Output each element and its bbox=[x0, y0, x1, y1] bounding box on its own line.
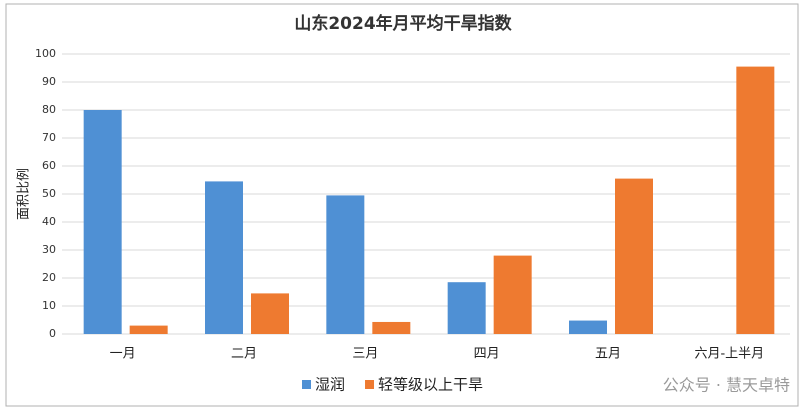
y-tick-label: 90 bbox=[42, 75, 56, 88]
x-tick-label: 三月 bbox=[352, 347, 378, 362]
y-tick-label: 60 bbox=[42, 159, 56, 172]
bar bbox=[83, 110, 122, 334]
bar bbox=[326, 195, 365, 334]
bar bbox=[493, 255, 532, 334]
bar bbox=[251, 293, 289, 334]
y-tick-label: 30 bbox=[42, 243, 56, 256]
y-tick-label: 20 bbox=[42, 271, 56, 284]
legend-label: 轻等级以上干旱 bbox=[378, 376, 483, 394]
chart-title: 山东2024年月平均干旱指数 bbox=[294, 13, 512, 34]
bar bbox=[129, 325, 168, 334]
watermark: 公众号 · 慧天卓特 bbox=[663, 376, 790, 395]
bar bbox=[736, 66, 775, 334]
x-tick-label: 二月 bbox=[231, 347, 257, 362]
bar bbox=[615, 178, 653, 334]
y-tick-label: 70 bbox=[42, 131, 56, 144]
y-axis-label: 面积比例 bbox=[17, 168, 32, 220]
bar bbox=[205, 181, 243, 334]
chart-frame bbox=[5, 3, 799, 407]
legend-label: 湿润 bbox=[315, 376, 345, 394]
y-tick-label: 100 bbox=[35, 47, 56, 60]
x-tick-label: 六月-上半月 bbox=[694, 347, 764, 362]
legend-swatch bbox=[365, 380, 375, 389]
y-tick-label: 50 bbox=[42, 187, 56, 200]
bar bbox=[569, 320, 607, 334]
y-tick-label: 40 bbox=[42, 215, 56, 228]
y-tick-label: 10 bbox=[42, 299, 56, 312]
legend-swatch bbox=[302, 380, 311, 389]
x-tick-label: 四月 bbox=[474, 347, 500, 362]
x-tick-label: 五月 bbox=[595, 347, 621, 362]
y-tick-label: 0 bbox=[49, 327, 56, 340]
bar bbox=[372, 321, 411, 334]
bar bbox=[447, 282, 486, 334]
y-tick-label: 80 bbox=[42, 103, 56, 116]
x-tick-label: 一月 bbox=[110, 347, 136, 362]
